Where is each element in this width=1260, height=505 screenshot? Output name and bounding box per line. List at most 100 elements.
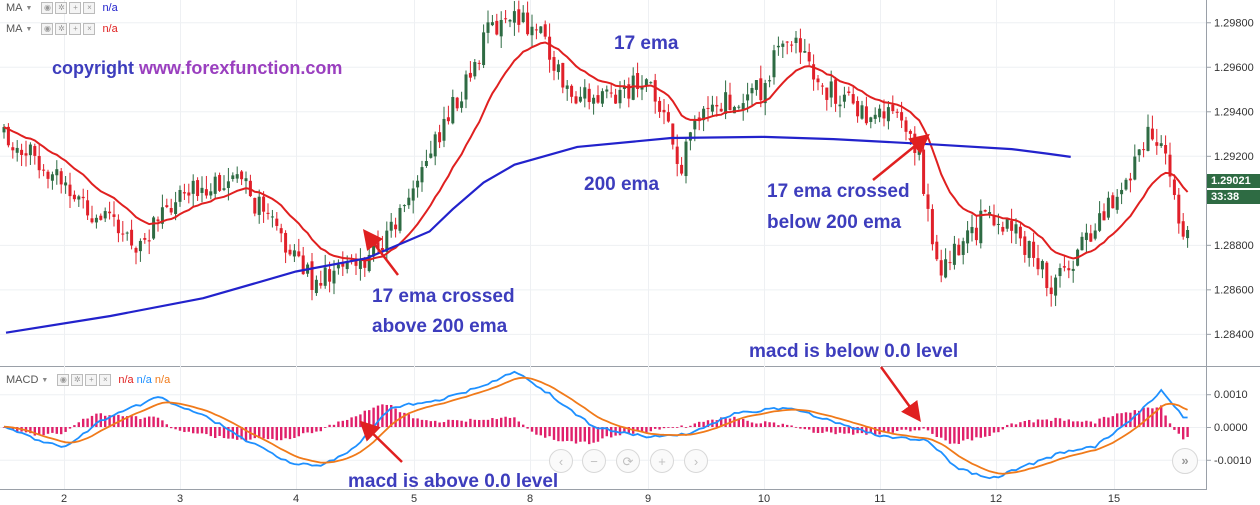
scroll-right-button[interactable]: › [684, 449, 708, 473]
close-icon[interactable]: × [83, 2, 96, 14]
macd-histogram-bar [535, 427, 538, 435]
eye-icon[interactable]: ◉ [41, 2, 54, 14]
macd-histogram-bar [517, 421, 520, 427]
macd-legend[interactable]: MACD ▼ ◉ ✲ + × n/a n/a n/a [6, 372, 170, 388]
macd-histogram-bar [852, 427, 855, 435]
macd-histogram-bar [671, 427, 674, 428]
candle-body [1089, 233, 1093, 242]
close-icon[interactable]: × [99, 374, 112, 386]
ma-legend-2[interactable]: MA ▼ ◉ ✲ + × n/a [6, 21, 118, 37]
macd-legend-value: n/a [136, 374, 152, 386]
macd-histogram-bar [812, 427, 815, 433]
zoom-out-button[interactable]: − [582, 449, 606, 473]
macd-histogram-bar [618, 427, 622, 436]
macd-histogram-bar [390, 405, 393, 427]
candle-body [1010, 220, 1014, 231]
macd-histogram-bar [737, 418, 740, 427]
candle-body [706, 107, 710, 109]
gear-icon[interactable]: ✲ [55, 2, 68, 14]
zoom-in-button[interactable]: + [650, 449, 674, 473]
candle-body [187, 192, 191, 196]
candle-body [675, 146, 679, 164]
candle-body [948, 262, 952, 264]
macd-histogram-bar [561, 427, 564, 442]
macd-histogram-bar [1036, 419, 1040, 427]
candle-body [55, 169, 59, 176]
plus-icon[interactable]: + [85, 374, 98, 386]
macd-histogram-bar [979, 427, 982, 438]
macd-histogram-bar [816, 427, 820, 433]
candle-body [1080, 236, 1084, 251]
macd-histogram-bar [513, 417, 516, 427]
macd-histogram-bar [715, 420, 718, 427]
candle-body [354, 258, 358, 266]
candle-body [411, 188, 415, 201]
macd-histogram-bar [200, 427, 204, 434]
ma-legend-1[interactable]: MA ▼ ◉ ✲ + × n/a [6, 0, 118, 16]
gear-icon[interactable]: ✲ [71, 374, 84, 386]
macd-histogram-bar [588, 427, 591, 445]
annotation-arrow [362, 229, 399, 276]
caret-down-icon[interactable]: ▼ [41, 376, 49, 384]
candle-body [583, 87, 587, 99]
macd-histogram-bar [957, 427, 960, 444]
candle-body [152, 217, 156, 239]
candle-body [495, 20, 499, 35]
macd-histogram-bar [856, 427, 859, 434]
macd-histogram-bar [95, 413, 98, 427]
macd-histogram-bar [1160, 405, 1163, 427]
macd-histogram-bar [178, 427, 182, 431]
eye-icon[interactable]: ◉ [57, 374, 70, 386]
macd-histogram-bar [108, 415, 111, 427]
scroll-left-button[interactable]: ‹ [549, 449, 573, 473]
macd-histogram-bar [1111, 416, 1114, 427]
plus-icon[interactable]: + [69, 23, 82, 35]
macd-histogram-bar [966, 427, 969, 440]
time-tick-label: 12 [990, 493, 1002, 505]
candle-body [512, 11, 516, 23]
macd-histogram-bar [1155, 407, 1158, 427]
macd-histogram-bar [750, 422, 754, 427]
candle-layer [2, 0, 1190, 307]
candle-body [130, 229, 134, 246]
close-icon[interactable]: × [83, 23, 96, 35]
macd-histogram-bar [658, 427, 661, 430]
candle-body [420, 167, 424, 183]
candle-body [939, 260, 943, 276]
last-price-tag: 1.29021 [1207, 174, 1260, 188]
macd-histogram-bar [196, 427, 199, 434]
candle-body [1084, 232, 1088, 241]
gear-icon[interactable]: ✲ [55, 23, 68, 35]
macd-histogram-bar [372, 407, 375, 427]
candle-body [1172, 179, 1176, 196]
candle-body [328, 269, 332, 282]
candle-body [992, 214, 996, 226]
candle-body [680, 164, 684, 174]
candle-body [94, 217, 98, 223]
macd-histogram-bar [926, 427, 930, 431]
candle-body [952, 243, 956, 265]
candle-body [262, 196, 266, 212]
eye-icon[interactable]: ◉ [41, 23, 54, 35]
go-to-realtime-button[interactable]: » [1172, 448, 1198, 474]
macd-histogram-bar [1177, 427, 1180, 434]
reset-button[interactable]: ⟳ [616, 449, 640, 473]
candle-body [636, 73, 640, 89]
candle-body [886, 107, 890, 122]
macd-above-annotation: macd is above 0.0 level [348, 471, 558, 492]
candle-body [1071, 268, 1075, 271]
macd-histogram-bar [693, 423, 696, 427]
macd-histogram-bar [16, 427, 19, 432]
macd-histogram-bar [1151, 408, 1154, 427]
caret-down-icon[interactable]: ▼ [25, 25, 33, 33]
candle-body [1150, 128, 1154, 140]
macd-histogram-bar [205, 427, 208, 435]
caret-down-icon[interactable]: ▼ [25, 4, 33, 12]
candle-body [482, 32, 486, 66]
price-tick-label: 1.28400 [1214, 329, 1254, 341]
macd-histogram-bar [121, 416, 124, 427]
macd-histogram-bar [865, 427, 868, 435]
plus-icon[interactable]: + [69, 2, 82, 14]
